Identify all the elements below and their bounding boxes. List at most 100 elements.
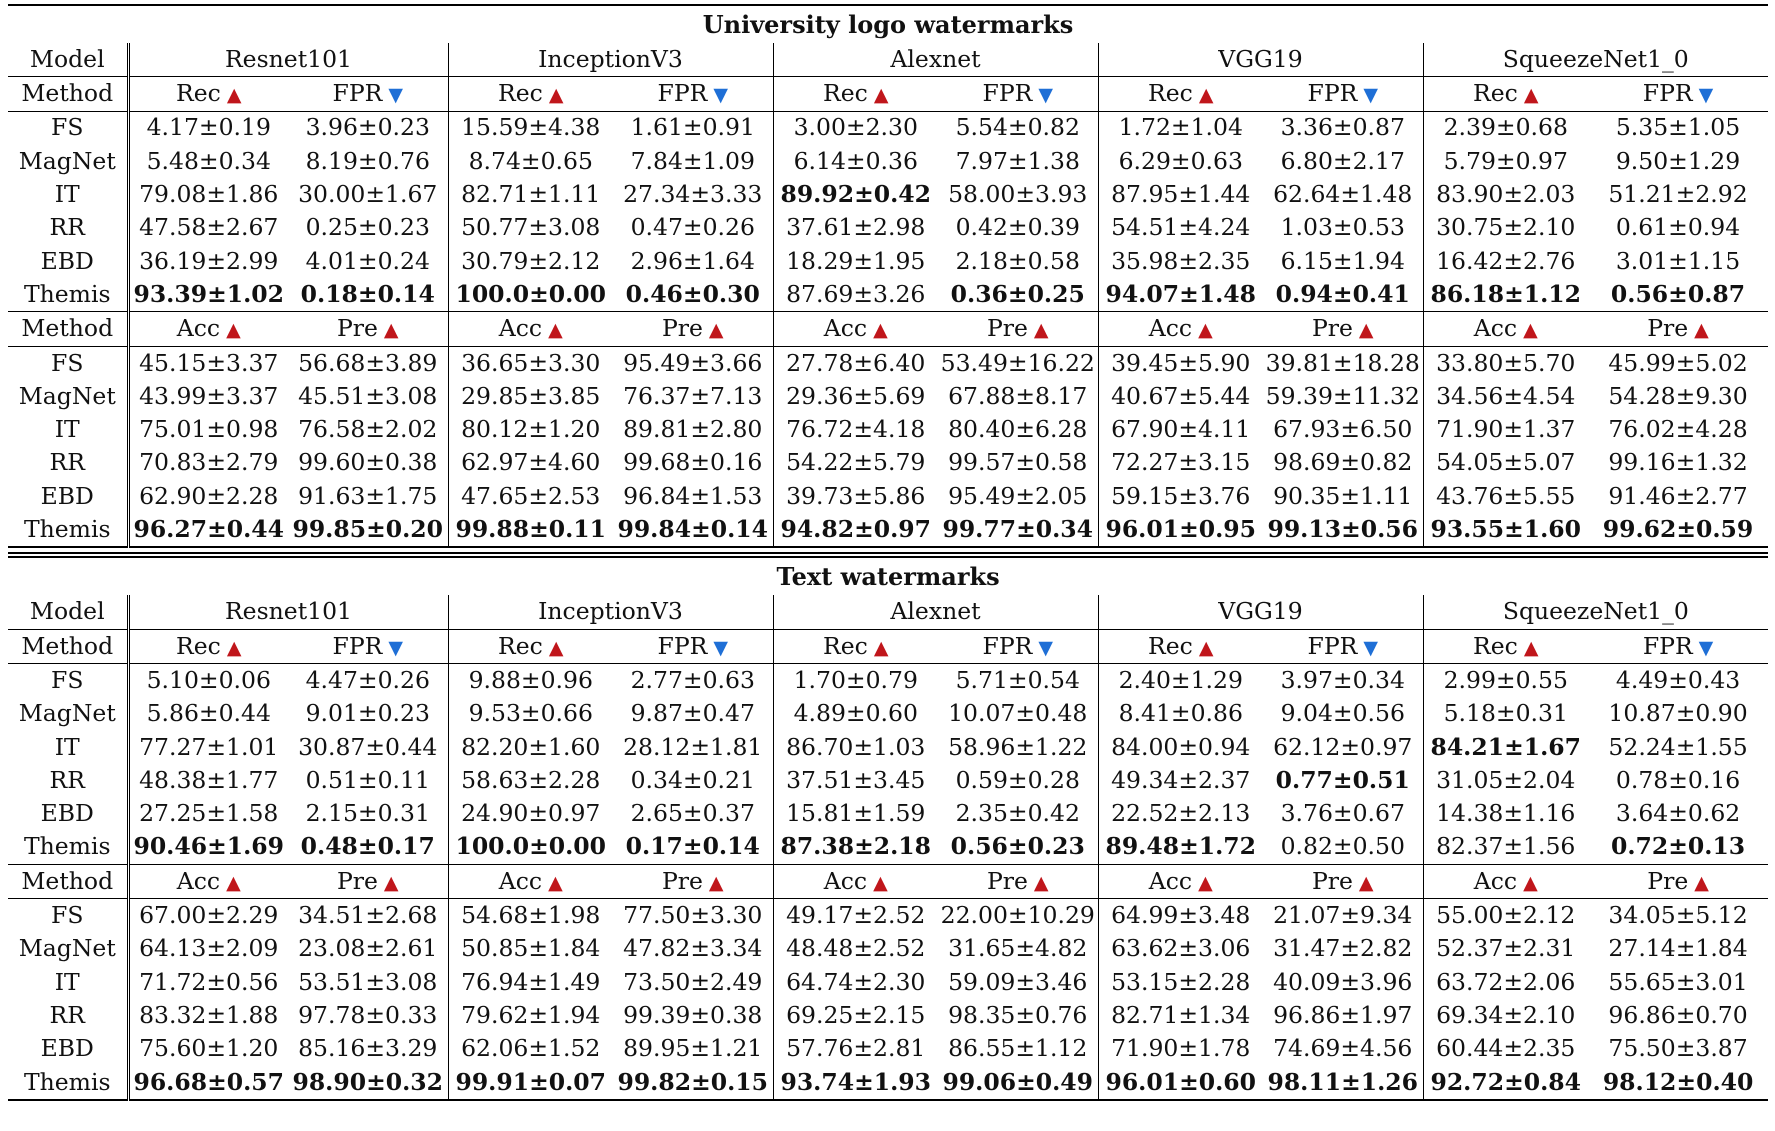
table-cell: 37.61±2.98: [772, 211, 938, 245]
table-cell: 76.58±2.02: [298, 415, 438, 444]
table-cell: 98.90±0.32: [288, 1065, 448, 1101]
metric-name: Rec: [1148, 631, 1193, 660]
table-cell: 0.51±0.11: [305, 765, 430, 794]
table-cell: 71.90±1.78: [1097, 1032, 1263, 1066]
table-cell: 96.01±0.60: [1097, 1065, 1263, 1101]
metric-header: FPR ▼: [613, 628, 773, 664]
table-cell: 34.51±2.68: [288, 898, 448, 933]
table-cell: 3.36±0.87: [1263, 110, 1423, 145]
metric-name: Acc: [1473, 314, 1518, 343]
table-cell: 64.99±3.48: [1097, 898, 1263, 933]
table-cell: 22.00±10.29: [938, 898, 1098, 933]
table-row: Themis 93.39±1.02 0.18±0.14 100.0±0.00 0.46±…: [8, 278, 1768, 312]
metric-header: FPR ▼: [613, 76, 773, 112]
method-name: IT: [54, 732, 80, 761]
down-triangle-icon: ▼: [1038, 636, 1053, 659]
table-cell: 93.55±1.60: [1422, 513, 1588, 549]
down-triangle-icon: ▼: [1363, 636, 1378, 659]
table-cell: 49.34±2.37: [1097, 763, 1263, 798]
table-cell: 52.24±1.55: [1608, 732, 1748, 761]
metric-header-row: Method Rec ▲ FPR ▼ Rec ▲ FPR ▼ Rec ▲ FPR ▼ Rec ▲ FPR ▼ Re…: [8, 628, 1769, 664]
metric-header: Acc ▲: [126, 863, 288, 899]
method-name: RR: [49, 1000, 85, 1029]
table-cell: 6.80±2.17: [1280, 146, 1405, 175]
table-cell: 1.72±1.04: [1097, 110, 1263, 145]
table-cell: 0.94±0.41: [1275, 279, 1410, 308]
table-cell: 3.76±0.67: [1280, 799, 1405, 828]
metric-name: FPR: [657, 79, 708, 108]
up-triangle-icon: ▲: [1198, 84, 1214, 107]
table-cell: 71.90±1.37: [1422, 413, 1588, 447]
table-cell: 99.62±0.59: [1588, 513, 1769, 549]
table-cell: 9.87±0.47: [630, 699, 755, 728]
metric-name: FPR: [982, 631, 1033, 660]
table-cell: 87.69±3.26: [772, 278, 938, 312]
metric-name: Rec: [823, 79, 868, 108]
table-cell: 76.72±4.18: [772, 413, 938, 447]
metric-header: Acc ▲: [126, 311, 288, 347]
metric-header: Pre ▲: [288, 311, 448, 347]
metric-header: FPR ▼: [1263, 628, 1423, 664]
method-name: MagNet: [18, 146, 116, 175]
table-cell: 94.07±1.48: [1097, 278, 1263, 312]
table-cell: 99.85±0.20: [288, 513, 448, 549]
table-cell: 0.36±0.25: [950, 279, 1085, 308]
metric-name: FPR: [332, 79, 383, 108]
table-cell: 82.71±1.34: [1097, 999, 1263, 1033]
down-triangle-icon: ▼: [1363, 84, 1378, 107]
table-cell: 63.72±2.06: [1422, 965, 1588, 1000]
table-cell: 0.78±0.16: [1615, 765, 1741, 794]
down-triangle-icon: ▼: [713, 84, 728, 107]
table-cell: 2.35±0.42: [955, 799, 1080, 828]
table-cell: 63.62±3.06: [1097, 932, 1263, 966]
table-cell: 4.47±0.26: [288, 663, 448, 698]
table-cell: 93.74±1.93: [772, 1065, 938, 1101]
table-cell: 6.14±0.36: [772, 144, 938, 179]
table-cell: 1.61±0.91: [613, 110, 773, 145]
metric-name: Pre: [661, 314, 703, 343]
table-cell: 58.00±3.93: [948, 180, 1088, 209]
metric-header: Rec ▲: [1097, 76, 1263, 112]
table-cell: 27.34±3.33: [623, 180, 763, 209]
metric-header: Acc ▲: [772, 311, 938, 347]
table-cell: 39.73±5.86: [772, 479, 938, 514]
table-cell: 100.0±0.00: [447, 830, 613, 865]
metric-header: Pre ▲: [1588, 863, 1769, 899]
table-cell: 82.20±1.60: [447, 730, 613, 764]
table-cell: 27.14±1.84: [1608, 934, 1748, 963]
table-cell: 58.96±1.22: [948, 732, 1088, 761]
table-cell: 3.97±0.34: [1263, 663, 1423, 698]
table-row: RR 47.58±2.67 0.25±0.23 50.77±3.08 0.47±0.26…: [8, 211, 1768, 245]
table-cell: 9.50±1.29: [1615, 146, 1741, 175]
table-cell: 30.87±0.44: [298, 732, 438, 761]
table-cell: 92.72±0.84: [1422, 1065, 1588, 1101]
metric-name: Pre: [986, 866, 1028, 895]
table-cell: 10.87±0.90: [1608, 699, 1748, 728]
table-cell: 0.42±0.39: [955, 213, 1080, 242]
table-row: IT 77.27±1.01 30.87±0.44 82.20±1.60 28.12±1.…: [8, 730, 1768, 764]
table-cell: 5.86±0.44: [126, 697, 288, 731]
table-cell: 52.37±2.31: [1422, 932, 1588, 966]
table-row: IT 75.01±0.98 76.58±2.02 80.12±1.20 89.81±2.…: [8, 413, 1768, 447]
model-name: InceptionV3: [447, 43, 773, 77]
method-name: IT: [54, 415, 80, 444]
metric-name: FPR: [332, 631, 383, 660]
up-triangle-icon: ▲: [1033, 871, 1049, 894]
up-triangle-icon: ▲: [1358, 319, 1374, 342]
method-name: EBD: [40, 246, 94, 275]
table-cell: 59.09±3.46: [948, 967, 1088, 996]
model-label: Model: [29, 44, 105, 73]
method-name: Themis: [23, 832, 111, 861]
metric-header: Rec ▲: [772, 628, 938, 664]
table-cell: 47.65±2.53: [447, 479, 613, 514]
table-cell: 59.39±11.32: [1265, 381, 1420, 410]
metric-header: Rec ▲: [126, 76, 288, 112]
table-cell: 64.74±2.30: [772, 965, 938, 1000]
table-cell: 79.62±1.94: [447, 999, 613, 1033]
table-cell: 87.38±2.18: [772, 830, 938, 865]
table-cell: 86.18±1.12: [1422, 278, 1588, 312]
up-triangle-icon: ▲: [383, 319, 399, 342]
table-cell: 75.60±1.20: [126, 1032, 288, 1066]
table-cell: 5.54±0.82: [938, 110, 1098, 145]
table-cell: 33.80±5.70: [1422, 345, 1588, 380]
